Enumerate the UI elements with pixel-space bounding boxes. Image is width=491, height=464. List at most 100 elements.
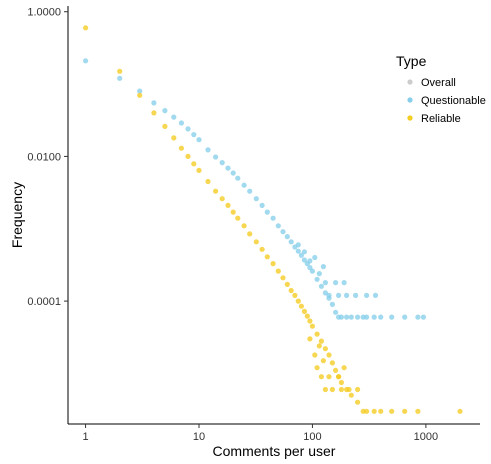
data-point xyxy=(402,314,408,320)
data-point xyxy=(307,318,313,324)
data-point xyxy=(219,160,225,166)
data-point xyxy=(316,271,322,277)
data-point xyxy=(338,386,344,393)
data-point xyxy=(353,292,359,298)
data-point xyxy=(312,254,318,261)
data-point xyxy=(314,276,320,282)
data-point xyxy=(355,399,361,405)
data-point xyxy=(117,68,123,74)
data-point xyxy=(338,379,344,386)
data-point xyxy=(178,145,184,151)
data-point xyxy=(191,132,197,138)
data-point xyxy=(162,123,168,129)
x-tick-label: 100 xyxy=(303,431,321,443)
data-point xyxy=(205,178,211,185)
data-point xyxy=(288,239,294,245)
data-point xyxy=(298,303,304,309)
data-point xyxy=(346,386,352,393)
data-point xyxy=(270,215,276,221)
data-point xyxy=(329,360,335,366)
data-point xyxy=(301,249,307,255)
data-point xyxy=(344,292,350,298)
data-point xyxy=(301,257,307,263)
data-point xyxy=(415,314,421,320)
legend-key xyxy=(407,79,413,85)
data-point xyxy=(117,75,123,81)
data-point xyxy=(247,188,253,194)
data-point xyxy=(219,196,225,202)
data-point xyxy=(389,408,395,414)
data-point xyxy=(371,314,377,320)
data-point xyxy=(151,100,157,106)
data-point xyxy=(389,314,395,320)
y-tick-label: 0.0100 xyxy=(27,151,61,163)
data-point xyxy=(355,314,361,320)
data-point xyxy=(355,386,361,393)
data-point xyxy=(307,258,313,264)
data-point xyxy=(378,408,384,414)
legend-entries: Overall Questionable Reliable xyxy=(407,77,486,125)
legend-label: Overall xyxy=(421,77,456,89)
data-point xyxy=(316,343,322,349)
data-point xyxy=(253,239,259,245)
data-point xyxy=(372,292,379,298)
data-point xyxy=(83,25,89,31)
data-point xyxy=(241,182,247,188)
legend-title: Type xyxy=(396,53,427,69)
data-point xyxy=(364,314,370,320)
data-point xyxy=(137,88,143,94)
data-point xyxy=(275,268,281,274)
legend-item: Questionable xyxy=(407,95,486,107)
data-point xyxy=(235,215,241,221)
data-point xyxy=(348,392,354,398)
data-point xyxy=(420,314,426,320)
data-point xyxy=(322,280,328,286)
data-point xyxy=(171,114,177,120)
data-point xyxy=(318,283,324,289)
y-axis-title: Frequency xyxy=(9,182,25,248)
data-point xyxy=(336,374,342,380)
data-point xyxy=(336,292,342,298)
data-point xyxy=(225,202,231,208)
series-questionable xyxy=(83,58,426,320)
data-point xyxy=(280,275,286,281)
data-point xyxy=(295,298,301,304)
data-point xyxy=(298,252,304,258)
legend-label: Reliable xyxy=(421,113,461,125)
data-point xyxy=(304,313,310,319)
data-point xyxy=(320,358,326,364)
data-point xyxy=(259,202,265,208)
data-point xyxy=(371,408,377,414)
data-point xyxy=(162,108,168,114)
data-point xyxy=(225,165,231,171)
data-point xyxy=(326,374,332,380)
data-point xyxy=(341,280,347,286)
x-tick-label: 1000 xyxy=(414,431,438,443)
data-point xyxy=(322,386,328,393)
data-point xyxy=(83,58,89,64)
data-point xyxy=(280,229,286,235)
data-point xyxy=(235,175,241,181)
data-point xyxy=(191,161,197,167)
data-point xyxy=(322,346,328,352)
data-point xyxy=(333,280,339,286)
data-point xyxy=(259,246,265,252)
data-point xyxy=(292,292,298,298)
data-point xyxy=(314,331,320,337)
data-point xyxy=(284,234,290,240)
data-point xyxy=(364,408,370,414)
data-point xyxy=(333,309,339,315)
data-point xyxy=(196,137,202,143)
data-point xyxy=(402,408,408,414)
data-point xyxy=(253,196,259,202)
data-point xyxy=(185,153,191,159)
legend-label: Questionable xyxy=(421,95,486,107)
data-point xyxy=(205,147,211,153)
data-point xyxy=(230,170,236,176)
data-point xyxy=(329,301,335,307)
data-point xyxy=(320,264,326,270)
data-point xyxy=(151,110,157,116)
legend-item: Overall xyxy=(407,77,456,89)
data-point xyxy=(171,135,177,141)
